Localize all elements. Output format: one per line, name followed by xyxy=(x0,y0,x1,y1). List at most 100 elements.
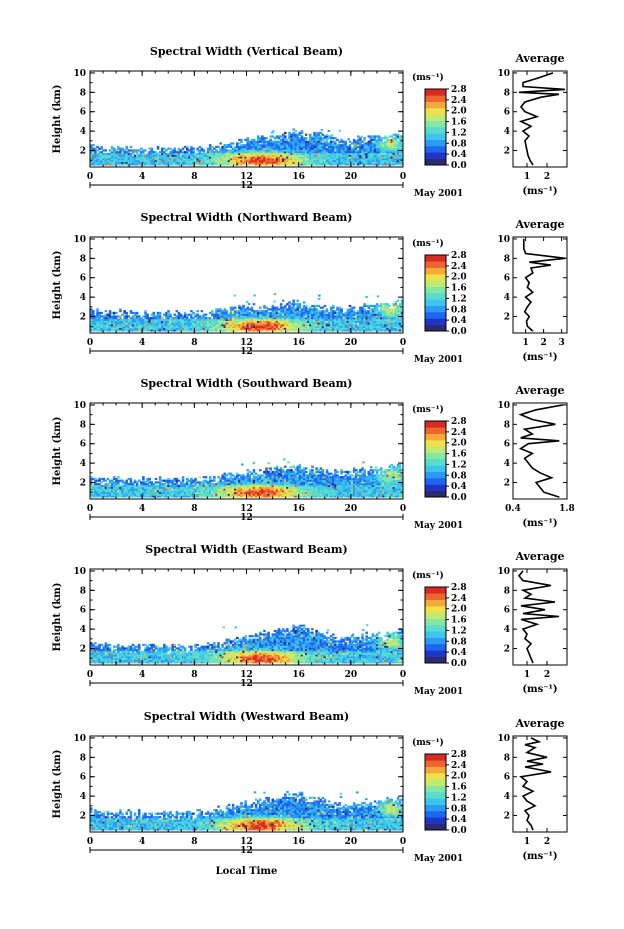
heatmap-cell xyxy=(229,154,233,157)
heatmap-cell xyxy=(206,147,210,150)
heatmap-cell xyxy=(127,163,131,166)
colorbar-tick-label: 1.6 xyxy=(451,118,467,128)
heatmap-cell xyxy=(392,161,396,164)
heatmap-cell xyxy=(100,145,103,149)
heatmap-cell xyxy=(355,144,358,147)
heatmap-cell xyxy=(338,154,341,157)
heatmap-cell xyxy=(90,151,93,154)
heatmap-cell xyxy=(284,158,287,161)
heatmap-cell xyxy=(135,154,139,157)
heatmap-cell xyxy=(336,145,339,149)
heatmap-cell xyxy=(348,152,352,155)
heatmap-cell xyxy=(344,147,348,150)
heatmap-cell xyxy=(156,311,160,315)
heatmap-cell xyxy=(256,156,260,159)
heatmap-cell xyxy=(396,158,400,161)
heatmap-cell xyxy=(144,156,147,159)
heatmap-cell xyxy=(286,154,289,157)
heatmap-cell xyxy=(332,151,335,154)
heatmap-cell xyxy=(309,154,312,157)
heatmap-cell xyxy=(156,158,160,161)
heatmap-cell xyxy=(302,159,306,162)
heatmap-cell xyxy=(135,318,139,321)
heatmap-cell xyxy=(284,151,287,154)
heatmap-cell xyxy=(325,149,329,152)
colorbar-swatch xyxy=(425,152,446,159)
heatmap-cell xyxy=(211,318,214,321)
heatmap-cell xyxy=(281,151,285,154)
heatmap-cell xyxy=(355,161,358,164)
heatmap-cell xyxy=(254,161,258,164)
heatmap-cell xyxy=(342,149,345,152)
heatmap-cell xyxy=(292,137,295,140)
heatmap-cell xyxy=(400,135,404,138)
heatmap-cell xyxy=(219,310,222,313)
heatmap-cell xyxy=(394,149,398,152)
heatmap-cell xyxy=(96,156,99,159)
heatmap-cell xyxy=(288,133,291,136)
heatmap-cell xyxy=(204,159,208,162)
heatmap-cell xyxy=(344,152,348,155)
heatmap-cell xyxy=(146,324,149,327)
heatmap-cell xyxy=(133,313,137,316)
heatmap-cell xyxy=(332,142,335,145)
heatmap-cell xyxy=(279,135,283,138)
heatmap-cell xyxy=(369,140,373,143)
heatmap-cell xyxy=(194,315,197,318)
heatmap-cell xyxy=(304,137,308,140)
heatmap-cell xyxy=(225,156,229,159)
heatmap-cell xyxy=(106,325,110,328)
heatmap-cell xyxy=(213,327,216,330)
heatmap-cell xyxy=(227,154,231,157)
heatmap-cell xyxy=(227,151,231,154)
heatmap-cell xyxy=(288,137,291,140)
heatmap-cell xyxy=(246,145,249,149)
heatmap-cell xyxy=(127,320,131,323)
heatmap-cell xyxy=(361,140,364,143)
heatmap-cell xyxy=(173,325,176,328)
heatmap-cell xyxy=(206,318,210,321)
heatmap-cell xyxy=(110,320,114,323)
heatmap-cell xyxy=(217,325,220,328)
heatmap-cell xyxy=(181,161,185,164)
heatmap-cell xyxy=(169,161,172,164)
heatmap-cell xyxy=(386,140,389,143)
heatmap-cell xyxy=(211,310,214,313)
heatmap-cell xyxy=(238,159,241,162)
heatmap-cell xyxy=(294,138,297,142)
heatmap-cell xyxy=(185,324,189,327)
heatmap-cell xyxy=(396,151,400,154)
heatmap-cell xyxy=(175,322,179,325)
heatmap-cell xyxy=(108,327,112,330)
heatmap-cell xyxy=(125,325,128,328)
heatmap-cell xyxy=(146,322,149,325)
heatmap-cell xyxy=(390,145,393,149)
heatmap-cell xyxy=(98,163,101,166)
heatmap-cell xyxy=(382,149,385,152)
heatmap-cell xyxy=(252,138,256,142)
heatmap-cell xyxy=(146,158,149,161)
heatmap-cell xyxy=(246,142,249,145)
heatmap-cell xyxy=(292,163,295,166)
heatmap-cell xyxy=(148,322,151,325)
x-tick-label: 4 xyxy=(139,338,145,348)
heatmap-cell xyxy=(325,142,329,145)
heatmap-cell xyxy=(392,138,396,142)
x-tick-label: 0 xyxy=(400,338,406,348)
heatmap-cell xyxy=(373,152,377,155)
heatmap-cell xyxy=(194,313,197,316)
heatmap-cell xyxy=(294,130,297,133)
heatmap-cell xyxy=(298,303,302,306)
heatmap-cell xyxy=(92,163,95,166)
heatmap-cell xyxy=(302,152,306,155)
heatmap-cell xyxy=(256,147,260,150)
heatmap-cell xyxy=(302,147,306,150)
heatmap-cell xyxy=(281,158,285,161)
heatmap-cell xyxy=(254,142,258,145)
heatmap-cell xyxy=(396,145,400,149)
heatmap-cell xyxy=(371,154,375,157)
heatmap-cell xyxy=(175,154,179,157)
heatmap-cell xyxy=(190,163,193,166)
heatmap-cell xyxy=(231,147,235,150)
heatmap-cell xyxy=(290,140,293,143)
